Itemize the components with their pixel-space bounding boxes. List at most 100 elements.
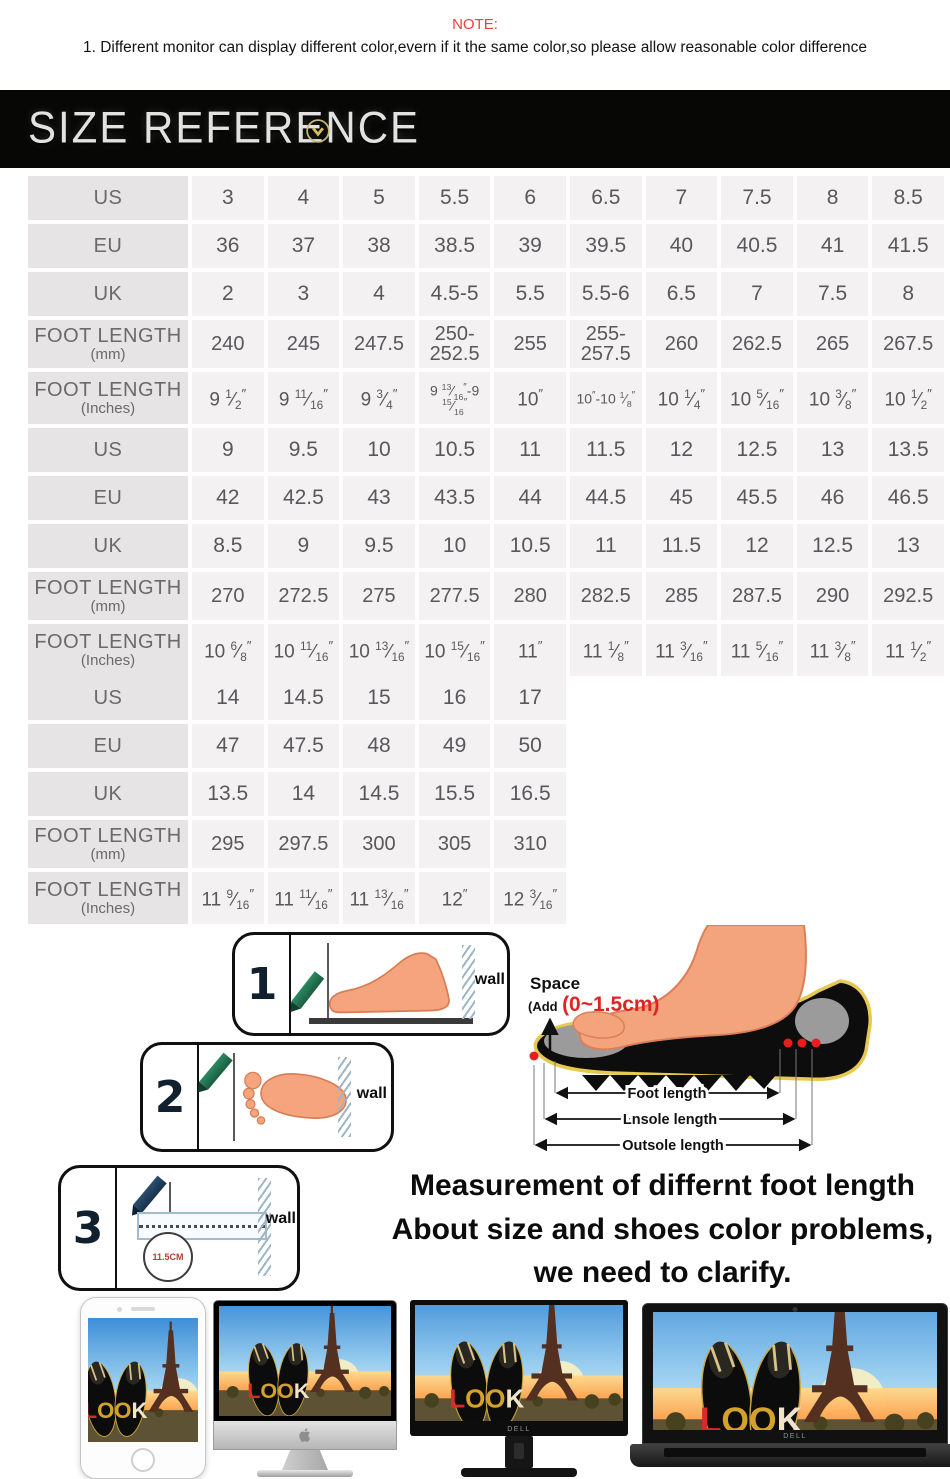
size-cell: 305	[418, 820, 491, 868]
product-photo: LOOK	[415, 1305, 623, 1421]
phone-screen: LOOK	[88, 1318, 198, 1442]
size-cell: 7.5	[721, 176, 793, 220]
size-cell: 11.5	[569, 428, 642, 472]
step-number: 3	[61, 1168, 117, 1288]
size-cell: 12″	[418, 872, 491, 924]
size-cell: 247.5	[343, 320, 415, 368]
size-cell: 240	[192, 320, 264, 368]
clarify-text: Measurement of differnt foot length Abou…	[375, 1164, 950, 1295]
banner-title: SIZE REFERENCE	[28, 102, 421, 153]
clarify-line-1: Measurement of differnt foot length	[410, 1169, 915, 1202]
size-cell: 6	[494, 176, 566, 220]
size-cell: 40	[645, 224, 718, 268]
wall-hatch	[338, 1057, 351, 1137]
size-cell: 44	[494, 476, 566, 520]
size-cell: 6.5	[645, 272, 718, 316]
size-cell: 255-257.5	[569, 320, 642, 368]
size-cell: 262.5	[721, 320, 793, 368]
size-cell: 5	[343, 176, 415, 220]
size-cell: 270	[192, 572, 264, 620]
monitor-screen: LOOK	[415, 1305, 623, 1421]
size-cell: 41	[796, 224, 869, 268]
size-cell: 10 1⁄4″	[645, 372, 718, 424]
chevron-down-icon	[306, 119, 330, 143]
size-cell: 12	[645, 428, 718, 472]
size-cell: 47.5	[267, 724, 340, 768]
measure-step-1: 1 wall	[232, 932, 510, 1036]
size-cell: 267.5	[872, 320, 944, 368]
size-cell: 14.5	[267, 676, 340, 720]
size-cell: 9 3⁄4″	[343, 372, 415, 424]
size-cell: 5.5	[418, 176, 491, 220]
size-cell: 13.5	[192, 772, 264, 816]
imac-stand	[282, 1450, 328, 1470]
row-label: FOOT LENGTH (Inches)	[28, 372, 188, 424]
row-label: EU	[28, 476, 188, 520]
size-cell: 14	[267, 772, 340, 816]
size-cell: 8	[872, 272, 944, 316]
guide-lines	[533, 1049, 813, 1145]
laptop-brand-label: DELL	[783, 1433, 807, 1440]
size-cell: 300	[343, 820, 415, 868]
size-cell: 11 3⁄16″	[645, 624, 718, 676]
size-cell: 10	[343, 428, 415, 472]
eiffel-tower-icon	[310, 1306, 355, 1392]
space-add-prefix: (Add	[528, 999, 558, 1014]
size-cell: 9	[192, 428, 264, 472]
product-photo: LOOK	[88, 1318, 198, 1442]
size-cell: 11 9⁄16″	[192, 872, 264, 924]
size-cell: 4	[343, 272, 415, 316]
size-cell: 12.5	[721, 428, 793, 472]
measure-step-2: 2 wall	[140, 1042, 394, 1152]
shoe-logo-text: LOOK	[247, 1379, 310, 1403]
size-cell: 9 11⁄16″	[267, 372, 340, 424]
size-cell: 13	[872, 524, 944, 568]
shoe-logo-text: LOOK	[88, 1398, 148, 1423]
eiffel-tower-icon	[803, 1312, 876, 1423]
size-cell: 11 3⁄8″	[796, 624, 869, 676]
size-cell: 11	[569, 524, 642, 568]
size-cell: 37	[267, 224, 340, 268]
size-table-3: US 14 14.5 15 16 17 EU 47 47.5 48 49 50 UK 13.5 14 14.5…	[28, 676, 566, 924]
size-cell: 12 3⁄16″	[494, 872, 566, 924]
apple-logo-icon	[298, 1428, 310, 1442]
outsole-length-label: Outsole length	[622, 1138, 724, 1154]
laptop-base	[630, 1444, 950, 1467]
wall-label: wall	[265, 1210, 296, 1227]
size-cell: 11 1⁄8″	[569, 624, 642, 676]
size-cell: 38	[343, 224, 415, 268]
clarify-line-3: we need to clarify.	[533, 1256, 792, 1289]
desktop-monitor: LOOK DELL	[410, 1300, 628, 1477]
row-label: FOOT LENGTH (mm)	[28, 320, 188, 368]
step-illustration: wall	[193, 1045, 391, 1149]
foot-bottom-icon	[242, 1071, 347, 1125]
product-photo: LOOK	[219, 1306, 391, 1416]
row-label: FOOT LENGTH (mm)	[28, 572, 188, 620]
size-cell: 11 13⁄16″	[343, 872, 415, 924]
imac-chin	[213, 1421, 397, 1450]
size-cell: 9.5	[343, 524, 415, 568]
size-cell: 38.5	[418, 224, 491, 268]
row-label: UK	[28, 272, 188, 316]
size-cell: 285	[645, 572, 718, 620]
monitor-brand-label: DELL	[507, 1426, 531, 1433]
imac-computer: LOOK	[213, 1300, 397, 1477]
size-cell: 41.5	[872, 224, 944, 268]
wall-label: wall	[356, 1085, 387, 1102]
size-cell: 8	[796, 176, 869, 220]
measure-points	[529, 1038, 821, 1061]
size-table-2: US 9 9.5 10 10.5 11 11.5 12 12.5 13 13.5 EU 42 42.5 43…	[28, 428, 944, 676]
phone-camera-icon	[117, 1307, 122, 1312]
size-cell: 277.5	[418, 572, 491, 620]
size-cell: 10.5	[494, 524, 566, 568]
phone-speaker-icon	[131, 1307, 155, 1311]
size-cell: 45.5	[721, 476, 793, 520]
size-reference-banner: SIZE REFERENCE	[0, 90, 950, 168]
size-cell: 11	[494, 428, 566, 472]
loafer-shoes-icon: LOOK	[449, 1341, 525, 1421]
loafer-shoes-icon: LOOK	[700, 1341, 803, 1430]
size-cell: 7	[721, 272, 793, 316]
size-cell: 15.5	[418, 772, 491, 816]
size-cell: 10 13⁄16″	[343, 624, 415, 676]
size-cell: 39.5	[569, 224, 642, 268]
